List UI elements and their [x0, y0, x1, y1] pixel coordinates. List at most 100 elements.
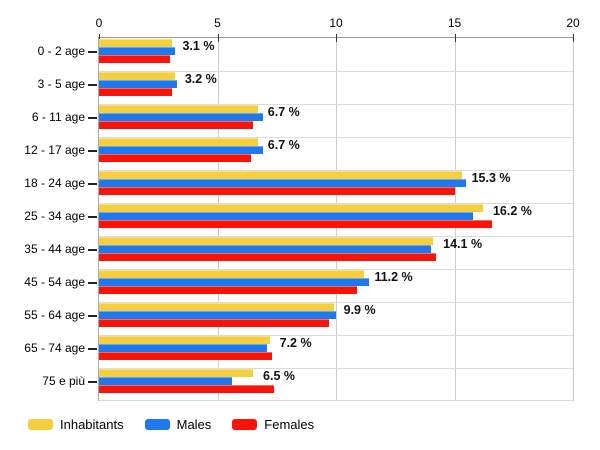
x-tick-label-20: 20: [566, 16, 580, 30]
row-boundary-line: [99, 368, 573, 369]
bar-males-10: [99, 377, 232, 385]
bar-females-2: [99, 121, 254, 129]
bar-inhabitants-2: [99, 105, 258, 113]
value-label: 3.2 %: [184, 72, 217, 86]
category-tick-mark: [88, 348, 97, 350]
category-row-8: 55 - 64 age 9.9 %: [24, 302, 573, 335]
bar-females-0: [99, 55, 171, 63]
category-label: 6 - 11 age: [31, 110, 85, 124]
bar-inhabitants-3: [99, 138, 258, 146]
row-boundary-line: [99, 104, 573, 105]
category-row-4: 18 - 24 age 15.3 %: [24, 170, 573, 203]
legend-item-males: Males: [144, 417, 212, 432]
row-boundary-line: [99, 236, 573, 237]
bar-females-7: [99, 286, 358, 294]
category-tick-mark: [88, 84, 97, 86]
category-label: 12 - 17 age: [24, 143, 85, 157]
category-label: 35 - 44 age: [24, 242, 85, 256]
x-tick-mark-0: [99, 34, 100, 42]
category-tick-mark: [88, 117, 97, 119]
bar-males-1: [99, 80, 178, 88]
category-row-5: 25 - 34 age 16.2 %: [24, 203, 573, 236]
bar-males-2: [99, 113, 263, 121]
value-label: 15.3 %: [471, 171, 511, 185]
bar-males-3: [99, 146, 263, 154]
value-label: 6.5 %: [263, 369, 296, 383]
bar-inhabitants-8: [99, 303, 334, 311]
legend-label-inhabitants: Inhabitants: [60, 417, 124, 432]
row-boundary-line: [99, 71, 573, 72]
category-tick-mark: [88, 249, 97, 251]
category-tick-mark: [88, 381, 97, 383]
legend-item-females: Females: [232, 417, 314, 432]
category-label: 18 - 24 age: [24, 176, 85, 190]
bar-inhabitants-7: [99, 270, 365, 278]
category-label: 55 - 64 age: [24, 308, 85, 322]
category-label: 65 - 74 age: [24, 341, 85, 355]
value-label: 9.9 %: [343, 303, 376, 317]
row-boundary-line: [99, 170, 573, 171]
category-tick-mark: [88, 51, 97, 53]
category-tick-mark: [88, 183, 97, 185]
bar-females-4: [99, 187, 455, 195]
bar-females-6: [99, 253, 436, 261]
y-axis-line: [98, 38, 99, 401]
bar-males-8: [99, 311, 336, 319]
legend-item-inhabitants: Inhabitants: [28, 417, 124, 432]
bar-males-9: [99, 344, 268, 352]
category-row-7: 45 - 54 age 11.2 %: [24, 269, 573, 302]
value-label: 6.7 %: [267, 105, 300, 119]
bar-males-6: [99, 245, 431, 253]
bar-females-3: [99, 154, 251, 162]
row-boundary-line: [99, 269, 573, 270]
bar-females-8: [99, 319, 329, 327]
legend-label-females: Females: [264, 417, 315, 432]
category-tick-mark: [88, 282, 97, 284]
bar-males-4: [99, 179, 467, 187]
value-label: 7.2 %: [279, 336, 312, 350]
value-label: 14.1 %: [443, 237, 483, 251]
bar-females-1: [99, 88, 173, 96]
bar-inhabitants-9: [99, 336, 270, 344]
category-label: 75 e più: [42, 374, 85, 388]
category-tick-mark: [88, 150, 97, 152]
value-label: 16.2 %: [492, 204, 532, 218]
bar-inhabitants-6: [99, 237, 434, 245]
x-tick-label-10: 10: [329, 16, 343, 30]
bar-males-0: [99, 47, 175, 55]
x-tick-label-0: 0: [95, 16, 103, 30]
value-label: 11.2 %: [374, 270, 413, 284]
row-boundary-line: [99, 302, 573, 303]
row-boundary-line: [99, 203, 573, 204]
category-row-2: 6 - 11 age 6.7 %: [32, 104, 573, 137]
category-tick-mark: [88, 216, 97, 218]
row-boundary-line: [99, 400, 573, 401]
category-label: 25 - 34 age: [24, 209, 85, 223]
row-boundary-line: [99, 137, 573, 138]
legend-label-males: Males: [176, 417, 212, 432]
value-label: 6.7 %: [267, 138, 300, 152]
legend: Inhabitants Males Females: [28, 417, 335, 432]
value-label: 3.1 %: [182, 39, 215, 53]
legend-swatch-inhabitants: [28, 419, 53, 430]
category-row-6: 35 - 44 age 14.1 %: [24, 236, 573, 269]
bar-inhabitants-0: [99, 39, 173, 47]
plot-area: 0 5 10 15 20 0 - 2 age 3.1 % 3 - 5 age 3.2 % 6 - …: [24, 16, 580, 401]
category-row-3: 12 - 17 age 6.7 %: [24, 137, 573, 170]
bar-females-9: [99, 352, 272, 360]
bar-males-7: [99, 278, 370, 286]
bar-females-10: [99, 385, 275, 393]
x-tick-mark-10: [336, 34, 337, 42]
x-tick-label-5: 5: [214, 16, 221, 30]
category-label: 0 - 2 age: [37, 44, 85, 58]
x-tick-label-15: 15: [447, 16, 462, 30]
category-row-0: 0 - 2 age 3.1 %: [38, 38, 573, 71]
x-tick-mark-15: [454, 34, 456, 42]
bar-inhabitants-1: [99, 72, 175, 80]
legend-swatch-females: [232, 419, 258, 430]
bar-inhabitants-4: [99, 171, 462, 179]
vertical-gridline-20: [573, 38, 574, 401]
bar-inhabitants-5: [99, 204, 483, 212]
x-tick-mark-5: [217, 34, 219, 42]
